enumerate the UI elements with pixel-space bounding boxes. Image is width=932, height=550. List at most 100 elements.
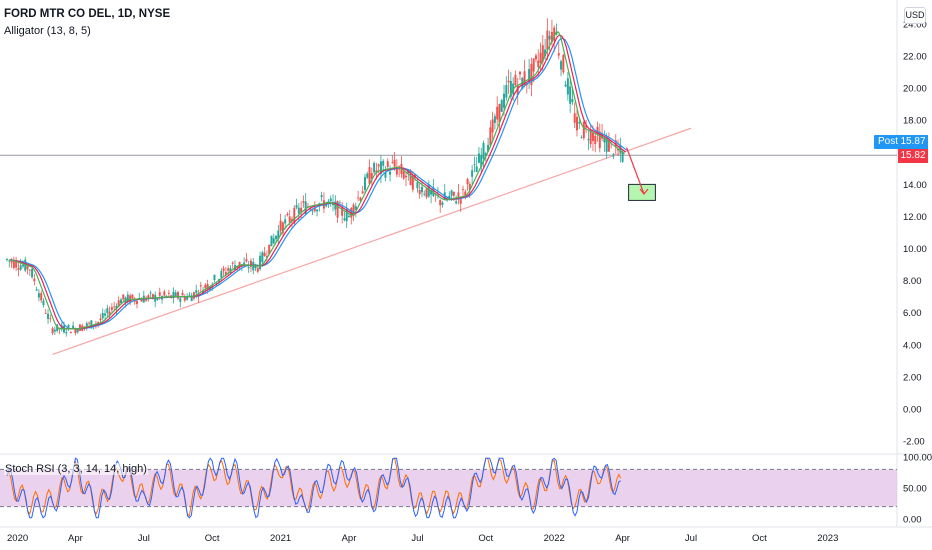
stoch-axis[interactable]: 100.00 50.00 0.00 xyxy=(903,453,932,526)
price-tick-label: 8.00 xyxy=(903,276,922,287)
price-axis[interactable]: 24.0022.0020.0018.0016.0014.0012.0010.00… xyxy=(903,20,927,448)
candle-body xyxy=(539,52,542,63)
candle-body xyxy=(147,295,150,299)
time-tick-label: Oct xyxy=(205,533,220,544)
candle-body xyxy=(359,197,362,201)
candle-body xyxy=(389,171,392,175)
candle-body xyxy=(76,329,79,333)
candle-body xyxy=(379,161,382,174)
candle-body xyxy=(457,192,460,197)
candle-body xyxy=(591,132,594,142)
candle-body xyxy=(373,163,376,173)
candle-body xyxy=(557,53,560,56)
candle-body xyxy=(484,153,487,157)
chart-title[interactable]: FORD MTR CO DEL, 1D, NYSE xyxy=(4,8,171,20)
candle-body xyxy=(491,119,494,133)
candle-body xyxy=(509,81,512,97)
time-tick-label: Jul xyxy=(138,533,150,544)
candle-body xyxy=(311,210,314,212)
candle-body xyxy=(117,300,120,306)
candle-body xyxy=(28,269,31,271)
stoch-tick-label: 50.00 xyxy=(903,484,927,495)
candle-body xyxy=(466,179,469,185)
candle-body xyxy=(534,55,537,60)
candle-body xyxy=(505,85,508,98)
candle-body xyxy=(313,207,316,212)
candle-body xyxy=(352,204,355,216)
candle-body xyxy=(115,305,118,310)
candle-body xyxy=(500,100,503,112)
price-tick-label: 12.00 xyxy=(903,212,927,223)
candle-body xyxy=(441,202,444,205)
candle-body xyxy=(69,331,72,334)
time-axis[interactable]: 2020 Apr Jul Oct 2021 Apr Jul Oct 2022 Apr Jul Oct 2… xyxy=(7,533,838,544)
indicator-legend[interactable]: Alligator (13, 8, 5) xyxy=(4,25,91,37)
candle-body xyxy=(576,116,578,131)
candle-body xyxy=(272,238,275,244)
support-trendline[interactable] xyxy=(52,127,692,355)
candle-body xyxy=(126,294,129,302)
arrow-head-icon xyxy=(639,188,649,195)
candle-body xyxy=(163,291,166,296)
candle-body xyxy=(452,191,455,196)
price-tick-label: 20.00 xyxy=(903,84,927,95)
candle-body xyxy=(78,324,81,331)
candle-body xyxy=(468,183,471,191)
candle-body xyxy=(462,189,464,190)
candle-body xyxy=(363,176,366,191)
candle-body xyxy=(222,268,225,272)
candle-body xyxy=(580,137,583,139)
candle-body xyxy=(571,99,574,103)
candle-body xyxy=(471,170,474,177)
stoch-k-line xyxy=(6,457,621,519)
stoch-rsi-legend[interactable]: Stoch RSI (3, 3, 14, 14, high) xyxy=(4,463,148,475)
candle-body xyxy=(131,294,134,299)
candle-body xyxy=(270,235,273,247)
candle-body xyxy=(366,173,369,178)
candle-body xyxy=(8,260,11,262)
candle-body xyxy=(33,278,36,282)
candle-body xyxy=(523,71,526,86)
candle-body xyxy=(172,291,175,299)
candle-body xyxy=(338,202,341,204)
candle-body xyxy=(90,320,93,329)
candle-body xyxy=(420,186,423,193)
candle-body xyxy=(179,298,182,302)
candle-body xyxy=(122,294,125,300)
price-tick-label: 6.00 xyxy=(903,308,922,319)
candle-body xyxy=(496,106,499,120)
candle-body xyxy=(530,63,533,86)
candle-body xyxy=(249,260,252,267)
candle-body xyxy=(617,148,620,151)
candle-body xyxy=(15,260,18,268)
candle-body xyxy=(149,292,152,294)
time-tick-label: 2023 xyxy=(817,533,838,544)
candle-body xyxy=(612,154,615,157)
candle-body xyxy=(601,133,604,139)
candle-body xyxy=(259,255,262,270)
candle-body xyxy=(354,206,357,210)
candle-body xyxy=(195,290,198,294)
alligator-lips-line xyxy=(8,31,625,330)
candle-body xyxy=(151,294,154,299)
candle-body xyxy=(167,292,170,294)
candle-body xyxy=(343,218,346,221)
currency-badge[interactable]: USD xyxy=(904,7,926,24)
candle-body xyxy=(72,325,75,329)
candle-body xyxy=(489,127,492,146)
time-tick-label: Apr xyxy=(68,533,83,544)
candle-body xyxy=(44,312,47,314)
candle-body xyxy=(165,295,168,297)
time-tick-label: 2022 xyxy=(544,533,565,544)
candle-body xyxy=(113,306,116,308)
candle-body xyxy=(555,31,558,35)
candle-body xyxy=(594,135,597,145)
main-plot-area[interactable] xyxy=(0,0,897,454)
candle-body xyxy=(548,35,551,40)
candle-body xyxy=(65,332,68,334)
candle-body xyxy=(158,292,161,296)
candle-body xyxy=(181,293,184,296)
down-arrow-icon[interactable] xyxy=(626,147,645,195)
candle-body xyxy=(573,113,576,123)
